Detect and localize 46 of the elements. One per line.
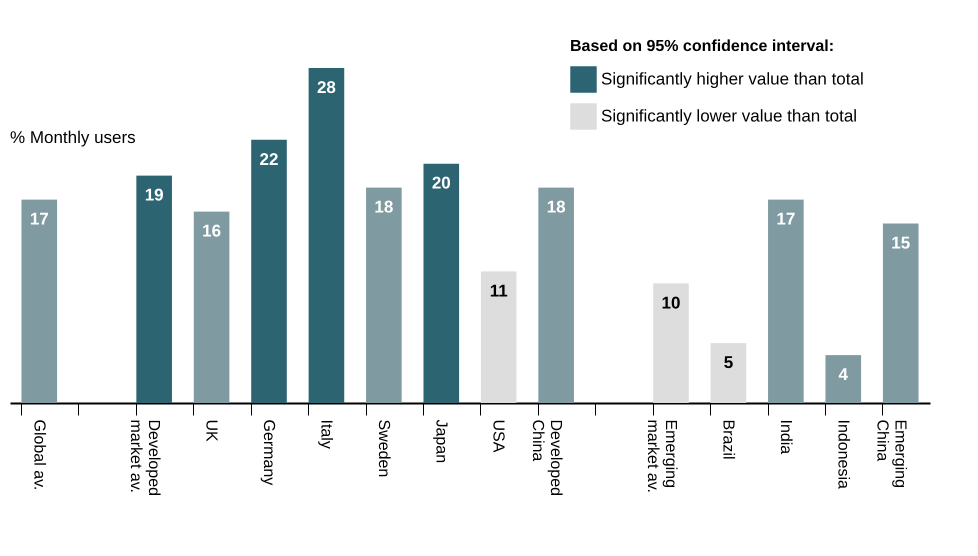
y-axis-title: % Monthly users: [10, 128, 136, 147]
x-tick-label: Indonesia: [834, 420, 852, 489]
bar: [653, 283, 689, 403]
x-tick-label: Emerging China: [874, 420, 909, 488]
data-label: 18: [374, 198, 394, 217]
x-tick-label: Developed market av.: [127, 420, 162, 496]
x-tick-label: India: [776, 420, 794, 454]
bar: [423, 164, 460, 403]
data-label: 11: [490, 281, 508, 300]
bar: [825, 355, 862, 403]
legend-label: Significantly lower value than total: [601, 106, 858, 126]
data-label: 22: [260, 150, 278, 169]
data-label: 20: [432, 174, 451, 193]
x-tick-label: Japan: [432, 420, 450, 464]
bar: [136, 176, 172, 403]
legend-title: Based on 95% confidence interval:: [570, 38, 834, 55]
data-label: 19: [144, 186, 164, 205]
bar: [194, 212, 230, 403]
legend-label: Significantly higher value than total: [601, 70, 864, 88]
bar: [308, 68, 344, 403]
bar: [480, 271, 517, 403]
x-tick-label: USA: [490, 420, 507, 453]
x-tick-label: Global av.: [30, 420, 48, 490]
x-tick-label: Italy: [317, 420, 334, 449]
bar: [538, 188, 574, 403]
data-label: 5: [724, 353, 734, 372]
bar: [251, 140, 287, 403]
data-label: 17: [776, 210, 796, 229]
data-label: 18: [546, 198, 566, 217]
data-label: 15: [891, 234, 910, 253]
x-tick-label: Germany: [260, 420, 277, 486]
data-label: 16: [202, 222, 222, 241]
data-label: 17: [30, 210, 49, 229]
x-tick-label: Sweden: [374, 420, 392, 478]
bar: [882, 224, 919, 403]
bar: [21, 200, 58, 403]
x-tick-label: UK: [202, 420, 220, 442]
data-label: 10: [662, 293, 680, 312]
data-label: 28: [316, 78, 336, 97]
bar: [366, 188, 402, 403]
x-tick-label: Developed China: [529, 420, 564, 496]
x-tick-label: Brazil: [719, 420, 736, 460]
bar: [710, 343, 746, 403]
x-tick-label: Emerging market av.: [644, 420, 679, 493]
data-label: 4: [838, 365, 849, 384]
bar: [768, 200, 804, 403]
